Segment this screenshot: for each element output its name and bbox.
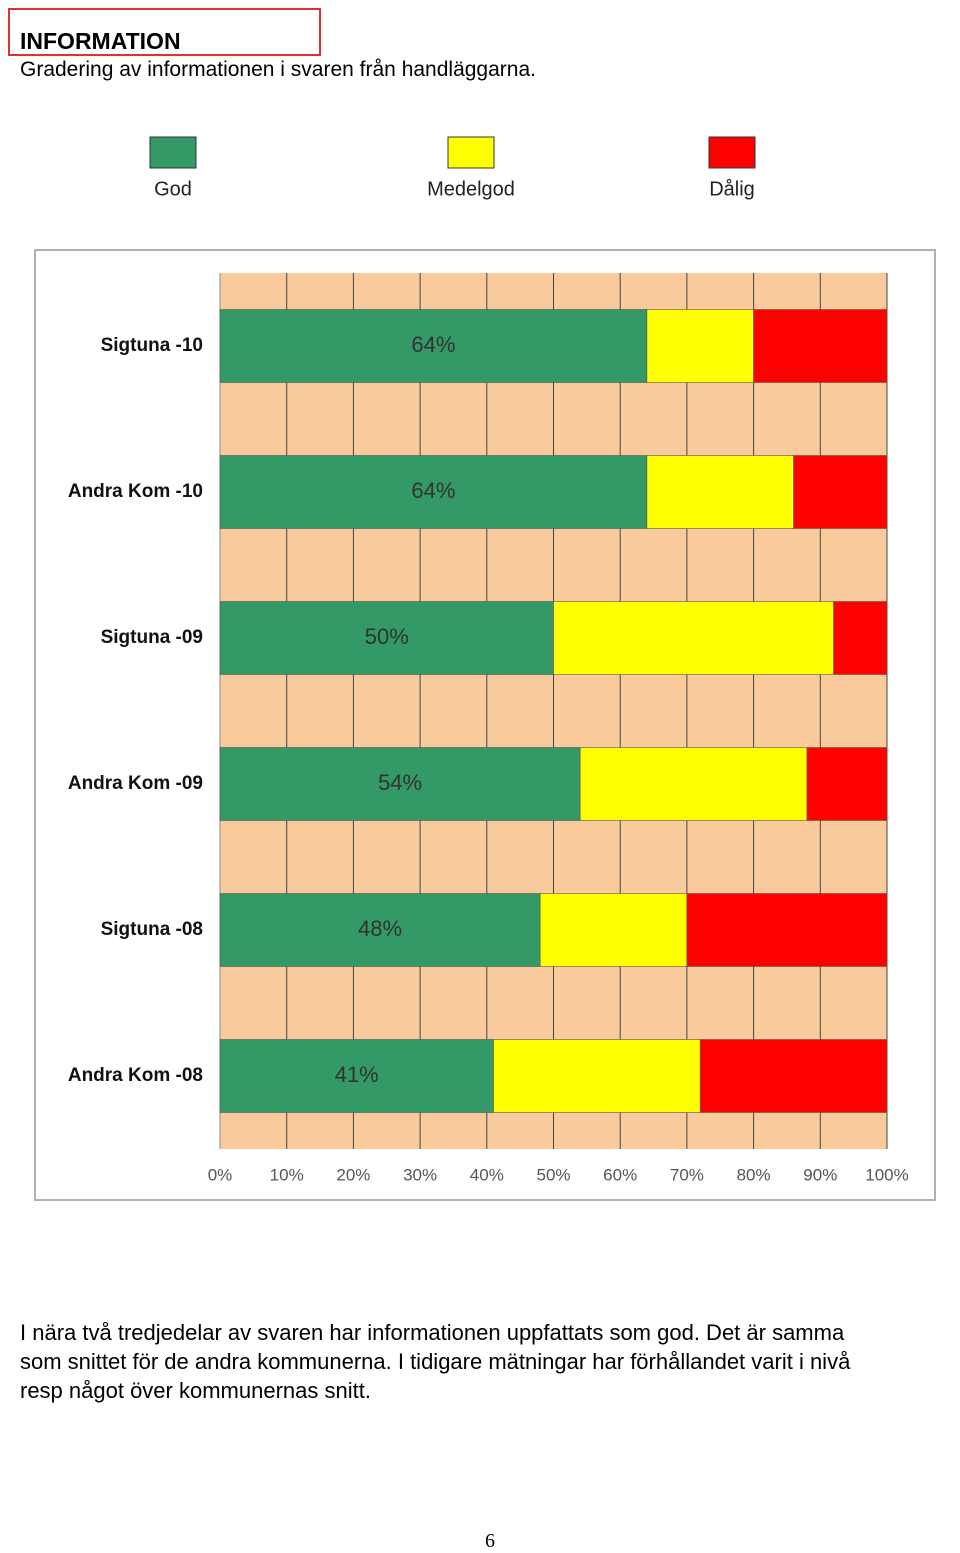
- data-label: 54%: [378, 770, 422, 795]
- body-line: I nära två tredjedelar av svaren har inf…: [20, 1320, 845, 1345]
- legend-label: Dålig: [709, 178, 755, 200]
- bar-segment: [579, 747, 808, 821]
- x-tick-label: 100%: [865, 1165, 908, 1184]
- body-line: resp något över kommunernas snitt.: [20, 1378, 371, 1403]
- x-tick-label: 40%: [470, 1165, 504, 1184]
- bar-segment: [793, 455, 888, 529]
- legend-label: God: [154, 178, 192, 200]
- y-tick-label: Sigtuna -08: [101, 919, 203, 940]
- chart: God Medelgod Dålig 0% 10% 20% 30% 40% 50% 60% 70% 8…: [34, 136, 936, 1201]
- legend-swatch: [708, 136, 756, 169]
- data-label: 64%: [411, 332, 455, 357]
- header-title: INFORMATION: [20, 28, 181, 54]
- data-label: 50%: [365, 624, 409, 649]
- bar-segment: [219, 601, 554, 675]
- bar-segment: [493, 1039, 701, 1113]
- body-text: I nära två tredjedelar av svaren har inf…: [20, 1318, 850, 1405]
- y-tick-label: Sigtuna -09: [101, 627, 203, 648]
- bar-segment: [753, 309, 888, 383]
- x-tick-label: 60%: [603, 1165, 637, 1184]
- data-label: 64%: [411, 478, 455, 503]
- x-tick-label: 20%: [336, 1165, 370, 1184]
- bar-segment: [806, 747, 888, 821]
- bar-segment: [646, 309, 754, 383]
- bar-segment: [553, 601, 834, 675]
- header-subtitle: Gradering av informationen i svaren från…: [20, 58, 536, 81]
- y-tick-label: Andra Kom -10: [68, 481, 203, 502]
- body-line: som snittet för de andra kommunerna. I t…: [20, 1349, 851, 1374]
- bar-segment: [833, 601, 888, 675]
- x-tick-label: 30%: [403, 1165, 437, 1184]
- header-box: [8, 8, 321, 56]
- x-tick-label: 50%: [536, 1165, 570, 1184]
- legend-swatch: [447, 136, 495, 169]
- x-tick-label: 80%: [737, 1165, 771, 1184]
- bar-segment: [699, 1039, 888, 1113]
- x-tick-label: 0%: [208, 1165, 233, 1184]
- bar-segment: [646, 455, 794, 529]
- bar-segment: [686, 893, 888, 967]
- x-tick-label: 70%: [670, 1165, 704, 1184]
- page-number: 6: [485, 1530, 495, 1552]
- x-tick-label: 10%: [270, 1165, 304, 1184]
- y-tick-label: Andra Kom -08: [68, 1065, 203, 1086]
- y-tick-label: Sigtuna -10: [101, 335, 203, 356]
- data-label: 48%: [358, 916, 402, 941]
- legend-label: Medelgod: [427, 178, 515, 200]
- bar-segment: [219, 455, 648, 529]
- data-label: 41%: [335, 1062, 379, 1087]
- legend-swatch: [149, 136, 197, 169]
- y-tick-label: Andra Kom -09: [68, 773, 203, 794]
- bar-segment: [539, 893, 688, 967]
- bar-segment: [219, 747, 581, 821]
- bar-segment: [219, 893, 541, 967]
- x-tick-label: 90%: [803, 1165, 837, 1184]
